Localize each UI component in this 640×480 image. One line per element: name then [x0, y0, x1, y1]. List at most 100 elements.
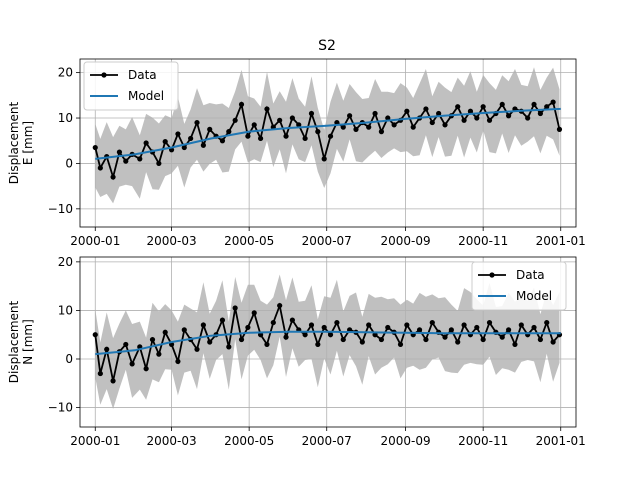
data-point [486, 117, 493, 123]
data-point [327, 133, 334, 139]
data-point [308, 322, 315, 328]
data-point [366, 124, 372, 130]
data-point [175, 131, 181, 137]
data-point [359, 339, 365, 345]
data-point [366, 322, 372, 328]
data-point [156, 351, 162, 357]
data-point [194, 119, 200, 126]
data-point [238, 101, 245, 108]
legend-model-label: Model [516, 289, 552, 303]
y-axis-label-line: Displacement [7, 300, 21, 383]
y-tick-label: 10 [58, 111, 73, 125]
data-point [505, 113, 512, 119]
data-point [270, 319, 276, 326]
axes-frame [79, 58, 577, 228]
data-point [219, 317, 226, 323]
data-point [505, 327, 512, 333]
data-point [550, 99, 556, 105]
data-point [404, 108, 410, 114]
data-point [162, 329, 168, 335]
data-point [245, 133, 251, 139]
y-tick-label: 20 [58, 66, 73, 80]
legend-model-label: Model [128, 89, 164, 103]
model-series-line [95, 107, 561, 160]
data-point [461, 117, 467, 123]
data-point [162, 139, 168, 145]
data-point [97, 370, 103, 377]
data-point [232, 305, 238, 311]
x-tick-label: 2000-03 [146, 434, 196, 448]
data-point [92, 332, 98, 338]
data-point [442, 334, 448, 340]
legend-data-marker [101, 72, 107, 78]
data-point [385, 324, 391, 331]
data-point [226, 129, 232, 135]
data-point [308, 110, 315, 117]
chart-title: S2 [318, 38, 336, 54]
data-point [296, 122, 302, 128]
data-point [556, 126, 563, 132]
data-point [334, 319, 340, 326]
data-point [143, 366, 149, 372]
y-axis-label-line: E [mm] [21, 121, 35, 165]
data-point [474, 324, 480, 331]
data-point [486, 319, 493, 326]
data-point [455, 104, 461, 110]
data-point [219, 138, 226, 144]
data-point [110, 174, 116, 180]
data-point [525, 115, 531, 121]
data-point [410, 124, 416, 130]
data-point [110, 378, 116, 384]
x-tick-label: 2000-05 [224, 234, 274, 248]
x-tick-label: 2000-07 [302, 234, 352, 248]
data-point [499, 101, 505, 108]
data-point [264, 341, 270, 348]
data-point [104, 346, 110, 352]
x-tick-label: 2000-05 [224, 434, 274, 448]
legend-data-marker [489, 272, 495, 278]
subplot-east: 2000-01 2000-03 2000-05 2000-07 2000-09 2000-… [7, 58, 586, 248]
y-tick-label: −10 [48, 401, 73, 415]
data-point [442, 122, 448, 128]
x-tick-label: 2000-11 [458, 434, 508, 448]
data-point [340, 124, 346, 130]
data-point [188, 135, 194, 142]
data-point [512, 341, 518, 348]
y-tick-label: 0 [65, 156, 73, 170]
data-point [544, 319, 550, 326]
data-point [531, 324, 537, 331]
data-point [116, 149, 123, 155]
data-point [429, 319, 435, 326]
data-point [391, 122, 397, 128]
data-point [315, 129, 321, 135]
data-point [302, 135, 308, 142]
data-point [518, 322, 524, 328]
data-point [97, 165, 103, 171]
data-point [347, 113, 353, 119]
uncertainty-band [95, 67, 560, 204]
data-point [149, 336, 156, 343]
data-point [129, 361, 135, 367]
data-point [340, 336, 346, 343]
data-point [277, 117, 283, 123]
axes-frame [79, 256, 577, 428]
y-tick-label: 10 [58, 303, 73, 317]
data-point [156, 160, 162, 167]
x-tick-label: 2000-03 [146, 234, 196, 248]
data-point [251, 122, 257, 128]
data-point [123, 158, 129, 164]
x-tick-label: 2000-09 [381, 434, 431, 448]
data-point [461, 322, 467, 328]
x-tick-label: 2000-09 [381, 234, 431, 248]
data-point [353, 126, 359, 132]
data-point [175, 358, 181, 365]
data-point [416, 327, 423, 333]
legend-data-label: Data [128, 68, 157, 82]
data-point [289, 115, 295, 121]
x-tick-label: 2001-01 [536, 434, 586, 448]
data-point [397, 341, 404, 348]
data-point [92, 144, 98, 151]
data-point [467, 108, 474, 114]
data-point [302, 332, 308, 338]
data-point [283, 133, 289, 139]
